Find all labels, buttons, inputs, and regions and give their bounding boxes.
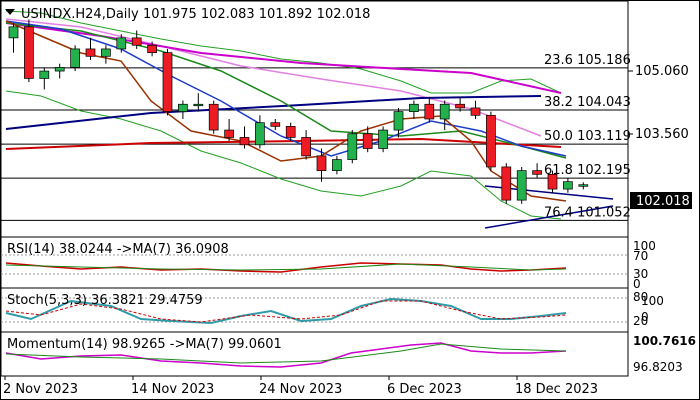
rsi-ma-line: [5, 263, 567, 271]
ma-navy-trendline: [5, 95, 542, 130]
rsi-axis-70: 70: [633, 249, 648, 263]
candle-body: [24, 26, 34, 79]
candle-body: [270, 122, 281, 127]
symbol-title: USINDX.H24,Daily: [21, 7, 139, 22]
ohlc-values: 101.975 102.083 101.892 102.018: [143, 7, 370, 22]
momentum-axis-bottom: 96.8203: [633, 360, 683, 374]
candle-body: [285, 126, 296, 138]
date-label-4: 18 Dec 2023: [515, 382, 598, 397]
rsi-axis-100: 100: [633, 239, 656, 253]
candle-body: [547, 173, 558, 190]
fib-label-3: 61.8 102.195: [544, 163, 631, 178]
candle-body: [178, 103, 188, 112]
rsi-axis-30: 30: [633, 267, 648, 281]
ma-brown: [5, 20, 567, 202]
candle-body: [347, 133, 358, 160]
candle-body: [301, 137, 311, 157]
candle-body: [516, 170, 527, 201]
candle-body: [378, 129, 388, 149]
rsi-pane: [1, 236, 629, 289]
candles: [8, 19, 589, 204]
momentum-axis-top: 100.7616: [633, 334, 696, 348]
stoch-axis-100: 100: [641, 294, 664, 308]
candle-body: [239, 137, 250, 146]
candle-body: [8, 26, 19, 39]
candle-body: [316, 155, 327, 171]
candle-body: [439, 103, 450, 120]
fib-label-1: 38.2 104.043: [544, 95, 631, 110]
date-label-3: 6 Dec 2023: [387, 382, 462, 397]
rsi-label: RSI(14) 38.0244 ->MA(7) 36.0908: [7, 242, 229, 257]
candle-body: [162, 52, 173, 112]
fib-label-0: 23.6 105.186: [544, 53, 631, 68]
current-price-badge: [630, 192, 692, 209]
candle-body: [255, 122, 265, 146]
candle-body: [193, 103, 204, 107]
momentum-pane: [1, 331, 629, 377]
candle-body: [455, 103, 465, 109]
fib-label-2: 50.0 103.119: [544, 129, 631, 144]
price-label-105060: 105.060: [635, 64, 689, 79]
date-label-1: 14 Nov 2023: [131, 382, 214, 397]
rsi-axis-0: 0: [633, 277, 641, 291]
candle-body: [486, 114, 496, 168]
candle-body: [224, 129, 234, 138]
stoch-axis-80: 80: [633, 290, 648, 304]
stoch-axis-0: 0: [641, 310, 649, 324]
candle-body: [501, 166, 512, 201]
fib-label-4: 76.4 101.052: [544, 205, 631, 220]
candle-body: [470, 107, 481, 116]
candle-body: [409, 103, 419, 112]
stoch-axis-20: 20: [633, 314, 648, 328]
candle-body: [393, 111, 404, 131]
triangle-lower: [484, 205, 614, 229]
candle-body: [147, 44, 157, 53]
stoch-pane: [1, 287, 629, 333]
candle-body: [424, 103, 435, 120]
price-label-103560: 103.560: [635, 127, 689, 142]
momentum-line: [5, 342, 567, 368]
collapse-triangle-icon[interactable]: [5, 9, 15, 15]
bollinger-lower: [5, 90, 562, 220]
current-price-value: 102.018: [636, 194, 690, 209]
candle-body: [563, 181, 573, 190]
date-label-0: 2 Nov 2023: [3, 382, 78, 397]
ma-red: [5, 137, 562, 150]
candle-body: [39, 70, 50, 79]
stoch-label: Stoch(5,3,3) 36.3821 29.4759: [7, 293, 203, 308]
candle-body: [54, 67, 65, 72]
momentum-ma-line: [5, 343, 567, 364]
candle-body: [116, 37, 127, 50]
candle-body: [131, 37, 142, 46]
momentum-label: Momentum(14) 98.9265 ->MA(7) 99.0601: [7, 337, 282, 352]
candle-body: [362, 133, 373, 149]
candle-body: [578, 184, 589, 187]
date-label-2: 24 Nov 2023: [259, 382, 342, 397]
bollinger-upper: [5, 10, 562, 94]
stoch-signal-line: [5, 300, 567, 323]
candle-body: [85, 48, 96, 57]
candle-body: [532, 170, 542, 175]
candle-body: [70, 48, 80, 68]
candle-body: [332, 159, 342, 171]
candle-body: [208, 103, 219, 131]
stoch-main-line: [5, 297, 567, 325]
candle-body: [101, 48, 111, 57]
